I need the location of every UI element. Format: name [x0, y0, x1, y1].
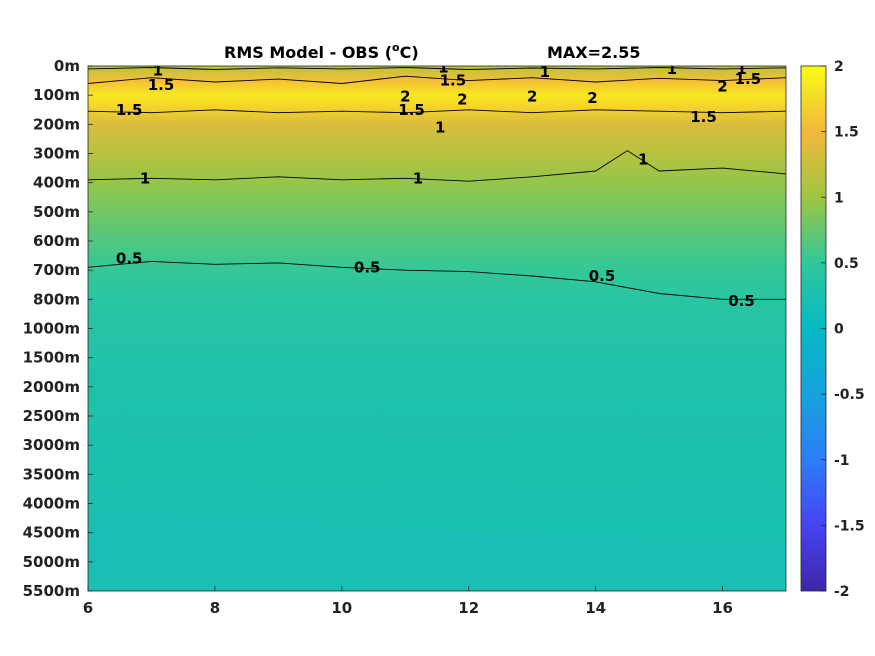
contour-label: 1.5 — [690, 108, 717, 126]
contour-label: 1.5 — [116, 101, 143, 119]
contour-lines — [88, 67, 786, 300]
y-tick-label: 600m — [33, 232, 80, 250]
x-axis: 6 8 10 12 14 16 — [83, 586, 733, 617]
contour-label: 1.5 — [735, 70, 762, 88]
contour-label: 1.5 — [440, 72, 467, 90]
contour-label: 1 — [540, 63, 550, 81]
contour-label: 1 — [736, 60, 746, 78]
colorbar-tick-label: 2 — [834, 59, 844, 75]
y-tick-label: 2500m — [23, 407, 80, 425]
colorbar-tick-label: -1.5 — [834, 518, 865, 534]
y-tick-label: 400m — [33, 174, 80, 192]
contour-label: 0.5 — [728, 292, 755, 310]
y-tick-label: 2000m — [23, 378, 80, 396]
x-tick-label: 6 — [83, 599, 93, 617]
y-tick-label: 4000m — [23, 495, 80, 513]
contour-label: 1 — [638, 150, 648, 168]
y-tick-label: 200m — [33, 115, 80, 133]
x-tick-label: 10 — [331, 599, 352, 617]
contour-label: 1 — [153, 61, 163, 79]
contour-label: 2 — [400, 88, 410, 106]
contour-label: 2 — [457, 91, 467, 109]
y-tick-label: 0m — [54, 57, 80, 75]
contour-label: 2 — [587, 89, 597, 107]
contour-label: 0.5 — [589, 267, 616, 285]
y-tick-label: 800m — [33, 290, 80, 308]
y-axis: 0m 100m 200m 300m 400m 500m 600m 700m 800m 1000m 1… — [23, 57, 93, 600]
y-tick-label: 5500m — [23, 582, 80, 600]
contour-label: 1.5 — [148, 76, 175, 94]
colorbar-tick-label: 1 — [834, 190, 844, 206]
contour-label: 1 — [140, 169, 150, 187]
x-tick-label: 14 — [585, 599, 606, 617]
contour-line — [88, 109, 786, 114]
contour-label: 1 — [667, 60, 677, 78]
colorbar-tick-label: 0.5 — [834, 256, 859, 272]
contour-label: 1 — [413, 169, 423, 187]
y-tick-label: 4500m — [23, 524, 80, 542]
contour-label: 0.5 — [116, 250, 143, 268]
y-tick-label: 3000m — [23, 436, 80, 454]
y-tick-label: 3500m — [23, 465, 80, 483]
colorbar-tick-label: -2 — [834, 584, 850, 600]
y-tick-label: 1000m — [23, 320, 80, 338]
deep-band — [88, 510, 786, 591]
contour-label: 1 — [438, 59, 448, 77]
plot-area: 11.511.5 1 1 11.522 2 2 21.5 1.511.51 110.5 0.5 0.… — [88, 59, 786, 591]
y-tick-label: 5000m — [23, 553, 80, 571]
contour-line — [88, 260, 786, 300]
colorbar-tick-label: -1 — [834, 453, 850, 469]
chart-title: RMS Model - OBS (oC) — [224, 41, 419, 62]
contour-label: 2 — [717, 77, 727, 95]
y-tick-label: 1500m — [23, 349, 80, 367]
contour-line — [88, 150, 786, 182]
y-tick-label: 300m — [33, 145, 80, 163]
contour-labels: 11.511.5 1 1 11.522 2 2 21.5 1.511.51 110.5 0.5 0.… — [116, 59, 762, 310]
x-tick-label: 12 — [458, 599, 479, 617]
field-background — [88, 66, 786, 591]
contour-line — [88, 67, 786, 70]
contour-label: 0.5 — [354, 258, 381, 276]
y-tick-label: 500m — [33, 203, 80, 221]
contour-label: 1 — [435, 118, 445, 136]
contour-label: 1.5 — [398, 101, 425, 119]
x-tick-label: 8 — [210, 599, 220, 617]
colorbar-tick-label: -0.5 — [834, 387, 865, 403]
y-tick-label: 100m — [33, 86, 80, 104]
colorbar-tick-label: 0 — [834, 322, 844, 338]
y-tick-label: 700m — [33, 261, 80, 279]
colorbar-axis: 2 1.5 1 0.5 0 -0.5 -1 -1.5 -2 — [821, 59, 865, 600]
colorbar-tick-label: 1.5 — [834, 125, 859, 141]
contour-label: 2 — [527, 88, 537, 106]
max-label: MAX=2.55 — [547, 43, 641, 62]
x-tick-label: 16 — [712, 599, 733, 617]
contour-line — [88, 75, 786, 84]
